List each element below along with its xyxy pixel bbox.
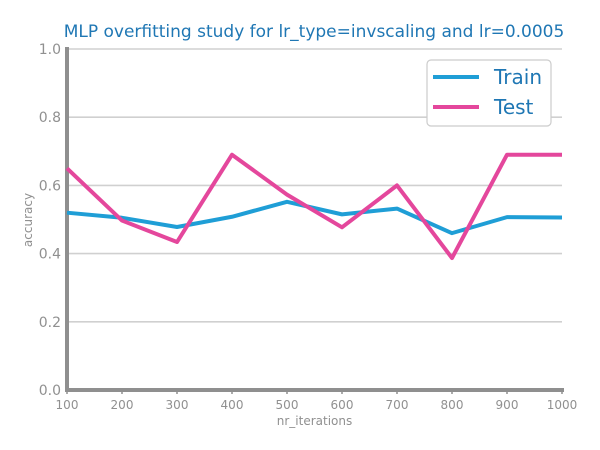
- y-tick-label-5: 1.0: [39, 42, 61, 58]
- x-tick-label-3: 400: [221, 398, 244, 412]
- y-axis-title: accuracy: [21, 193, 35, 247]
- series-line-train: [66, 199, 563, 236]
- x-tick-label-0: 100: [56, 398, 79, 412]
- legend-label-test: Test: [493, 95, 534, 119]
- y-tick-label-3: 0.6: [39, 178, 61, 194]
- y-tick-label-1: 0.2: [39, 315, 61, 331]
- x-tick-label-7: 800: [441, 398, 464, 412]
- axes: [65, 47, 564, 392]
- x-tick-label-6: 700: [386, 398, 409, 412]
- y-tick-label-2: 0.4: [39, 247, 61, 263]
- x-axis-ticks: 100 200 300 400 500 600 700 800 900 1000: [56, 390, 578, 412]
- x-tick-label-8: 900: [496, 398, 519, 412]
- x-axis-title: nr_iterations: [277, 414, 353, 428]
- legend-label-train: Train: [493, 65, 542, 89]
- x-tick-label-2: 300: [166, 398, 189, 412]
- x-tick-label-5: 600: [331, 398, 354, 412]
- x-tick-label-4: 500: [276, 398, 299, 412]
- series-lines: [65, 152, 563, 261]
- legend: Train Test: [426, 59, 552, 127]
- x-tick-label-1: 200: [111, 398, 134, 412]
- y-axis-ticks: 0.0 0.2 0.4 0.6 0.8 1.0: [39, 42, 61, 399]
- y-tick-label-0: 0.0: [39, 383, 61, 399]
- x-tick-label-9: 1000: [547, 398, 578, 412]
- series-line-test: [65, 152, 562, 261]
- y-tick-label-4: 0.8: [39, 110, 61, 126]
- chart-title: MLP overfitting study for lr_type=invsca…: [64, 22, 565, 42]
